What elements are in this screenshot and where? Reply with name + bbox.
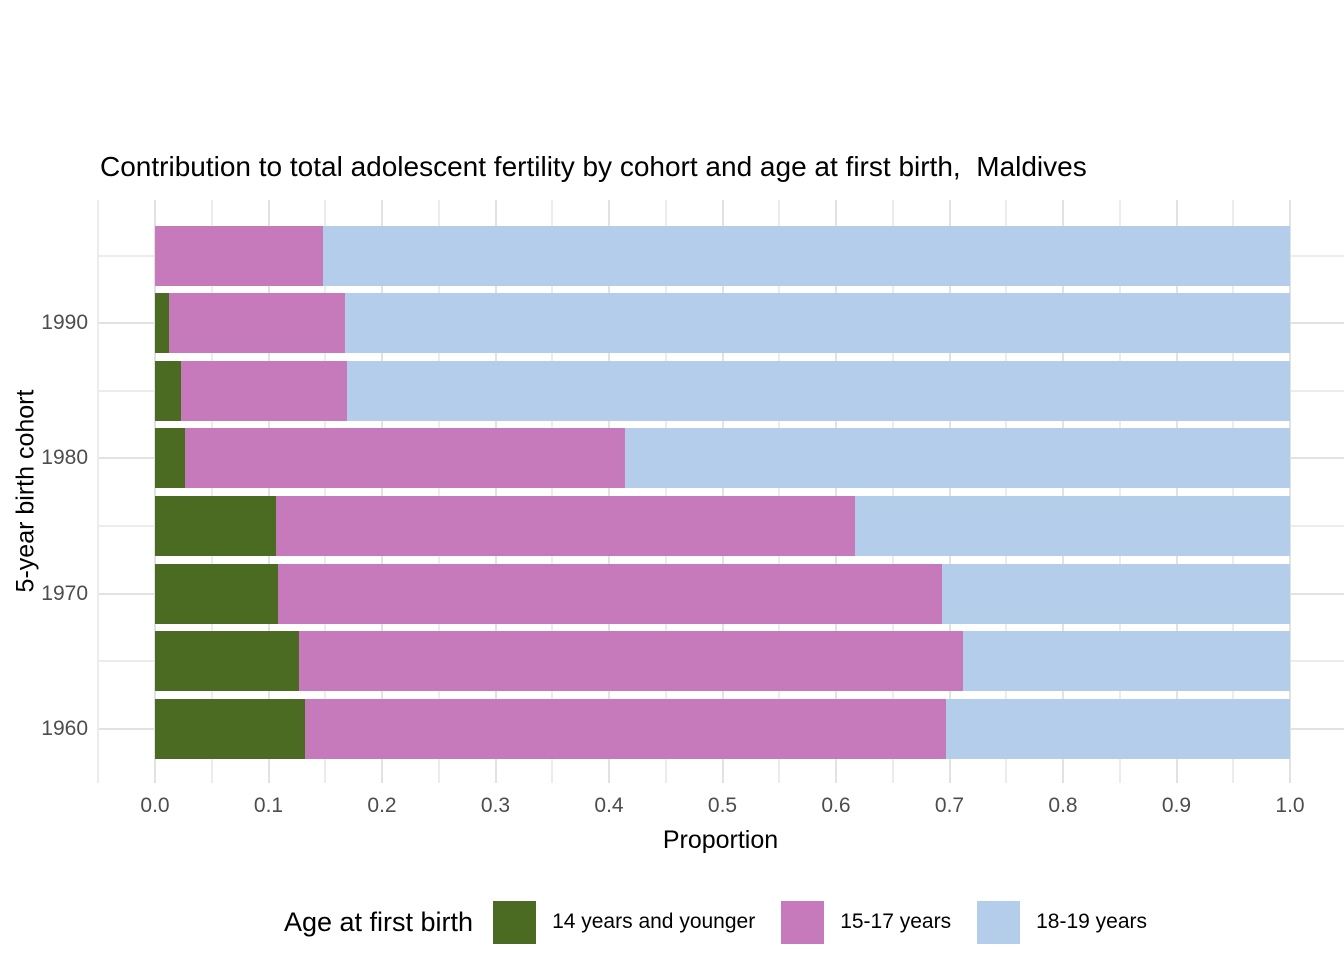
x-gridline-0.1	[267, 200, 270, 783]
x-minor-gridline-0.85	[1118, 200, 1121, 783]
bar-segment-1960-14-years-and-younger	[155, 698, 305, 759]
x-gridline-0.6	[835, 200, 837, 783]
x-gridline-0.5	[721, 200, 724, 783]
y-tick-label-1960: 1960	[41, 716, 88, 740]
bar-segment-1975-15-17-years	[276, 496, 856, 556]
legend-label-18-19-years: 18-19 years	[1036, 910, 1148, 933]
x-gridline-0.4	[608, 200, 610, 783]
x-axis-title: Proportion	[662, 826, 779, 854]
x-gridline-1.0	[1289, 200, 1291, 783]
x-tick-label-0.5: 0.5	[707, 794, 738, 817]
bar-segment-1965-14-years-and-younger	[155, 631, 300, 692]
y-tick-label-1990: 1990	[41, 311, 88, 335]
bar-segment-1985-18-19-years	[346, 360, 1290, 421]
bar-segment-1980-18-19-years	[624, 428, 1290, 489]
x-gridline-0.8	[1062, 200, 1064, 783]
x-minor-gridline-0.95	[1232, 200, 1235, 783]
bar-segment-1975-18-19-years	[855, 496, 1290, 556]
legend: Age at first birth 14 years and younger 1…	[97, 898, 1344, 946]
y-axis-title: 5-year birth cohort	[11, 389, 40, 593]
bar-segment-1980-15-17-years	[184, 428, 625, 489]
x-minor-gridline-0.15	[324, 200, 327, 783]
bar-segment-1960-18-19-years	[946, 698, 1290, 759]
bar-segment-1990-14-years-and-younger	[155, 293, 169, 354]
x-minor-gridline-0.65	[891, 200, 894, 783]
x-minor-gridline--0.05	[97, 200, 100, 783]
x-minor-gridline-0.45	[664, 200, 667, 783]
legend-label-14-years-and-younger: 14 years and younger	[552, 910, 756, 933]
chart-title: Contribution to total adolescent fertili…	[100, 151, 1087, 182]
bar-segment-1970-15-17-years	[277, 563, 942, 624]
x-minor-gridline-0.55	[778, 200, 781, 783]
x-tick-label-0.1: 0.1	[253, 794, 284, 817]
legend-label-15-17-years: 15-17 years	[840, 910, 952, 933]
x-tick-label-1.0: 1.0	[1275, 794, 1305, 817]
x-tick-label-0.8: 0.8	[1048, 794, 1078, 817]
bar-segment-1960-15-17-years	[304, 698, 947, 759]
bar-segment-1985-15-17-years	[181, 360, 347, 421]
legend-swatch-14-years-and-younger	[493, 900, 537, 944]
legend-swatch-18-19-years	[977, 900, 1021, 944]
legend-swatch-15-17-years	[781, 900, 825, 944]
bar-segment-1995-18-19-years	[322, 225, 1290, 286]
bar-segment-1965-15-17-years	[299, 631, 964, 692]
x-tick-label-0.0: 0.0	[140, 794, 170, 817]
bar-segment-1990-18-19-years	[344, 293, 1290, 354]
x-gridline-0.0	[154, 200, 156, 783]
x-minor-gridline-0.05	[210, 200, 213, 783]
y-tick-label-1970: 1970	[41, 581, 88, 605]
x-gridline-0.3	[494, 200, 497, 783]
x-tick-label-0.3: 0.3	[480, 794, 511, 817]
bar-segment-1965-18-19-years	[963, 631, 1290, 692]
x-tick-label-0.4: 0.4	[594, 794, 624, 817]
x-minor-gridline-0.25	[437, 200, 440, 783]
bar-segment-1970-18-19-years	[941, 563, 1290, 624]
x-gridline-0.9	[1175, 200, 1178, 783]
bar-segment-1970-14-years-and-younger	[155, 563, 278, 624]
bar-segment-1990-15-17-years	[168, 293, 345, 354]
y-tick-label-1980: 1980	[41, 446, 88, 470]
x-tick-label-0.2: 0.2	[367, 794, 397, 817]
legend-title: Age at first birth	[283, 906, 474, 937]
bar-segment-1975-14-years-and-younger	[155, 496, 277, 556]
x-gridline-0.7	[948, 200, 951, 783]
x-gridline-0.2	[381, 200, 383, 783]
plot-panel	[97, 200, 1344, 783]
x-tick-label-0.6: 0.6	[821, 794, 851, 817]
x-tick-label-0.9: 0.9	[1161, 794, 1192, 817]
x-minor-gridline-0.75	[1005, 200, 1008, 783]
bar-segment-1995-15-17-years	[155, 225, 323, 286]
x-minor-gridline-0.35	[551, 200, 554, 783]
x-tick-label-0.7: 0.7	[934, 794, 965, 817]
bar-segment-1980-14-years-and-younger	[155, 428, 185, 489]
bar-segment-1985-14-years-and-younger	[155, 360, 182, 421]
